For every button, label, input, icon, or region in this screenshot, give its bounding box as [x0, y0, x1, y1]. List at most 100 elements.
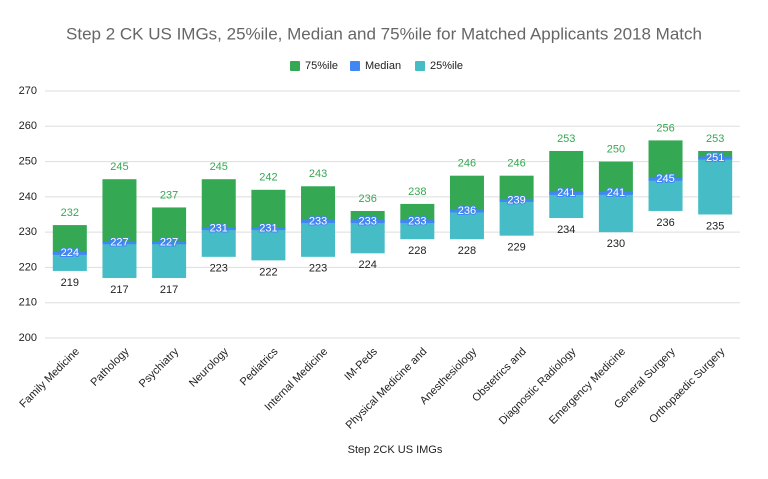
- legend-swatch: [415, 61, 425, 71]
- bar-25: [698, 158, 733, 215]
- value-label-75: 256: [656, 122, 674, 134]
- value-label-median: 241: [607, 187, 625, 199]
- bar-25: [400, 221, 435, 240]
- bar-25: [598, 193, 633, 233]
- bar-25: [350, 221, 385, 254]
- bar-75: [152, 207, 187, 243]
- value-label-25: 222: [259, 266, 277, 278]
- bar-median: [400, 220, 435, 224]
- x-tick-label: Pediatrics: [238, 345, 281, 388]
- x-axis-title: Step 2CK US IMGs: [348, 444, 443, 456]
- legend-label: Median: [365, 60, 401, 72]
- bar-75: [499, 175, 534, 201]
- bar-25: [52, 253, 87, 271]
- bar-25: [102, 242, 137, 279]
- value-label-25: 236: [656, 217, 674, 229]
- x-tick-label: Family Medicine: [17, 346, 82, 411]
- value-label-75: 245: [110, 161, 128, 173]
- value-label-25: 217: [160, 284, 178, 296]
- bar-75: [201, 179, 236, 229]
- y-tick-label: 250: [19, 155, 37, 167]
- value-label-25: 234: [557, 224, 575, 236]
- legend-label: 25%ile: [430, 60, 463, 72]
- legend-label: 75%ile: [305, 60, 338, 72]
- value-label-25: 230: [607, 238, 625, 250]
- value-label-25: 235: [706, 220, 724, 232]
- bar-75: [102, 179, 137, 243]
- y-tick-label: 200: [19, 332, 37, 344]
- value-label-25: 223: [210, 263, 228, 275]
- y-tick-label: 220: [19, 261, 37, 273]
- value-label-75: 238: [408, 186, 426, 198]
- bar-75: [301, 186, 336, 222]
- bar-median: [251, 227, 286, 231]
- bar-median: [201, 227, 236, 231]
- value-label-25: 228: [458, 245, 476, 257]
- bar-median: [449, 209, 484, 213]
- x-tick-label: Physical Medicine and: [344, 346, 430, 432]
- value-label-75: 245: [210, 161, 228, 173]
- bar-75: [648, 140, 683, 180]
- value-label-median: 251: [706, 152, 724, 164]
- bar-25: [301, 221, 336, 257]
- value-label-median: 236: [458, 205, 476, 217]
- value-label-median: 239: [507, 194, 525, 206]
- y-tick-label: 210: [19, 297, 37, 309]
- value-label-25: 229: [507, 242, 525, 254]
- value-label-median: 241: [557, 187, 575, 199]
- bar-75: [350, 210, 385, 222]
- value-label-median: 227: [160, 237, 178, 249]
- x-tick-label: Pathology: [89, 345, 132, 388]
- x-tick-label: IM-Peds: [342, 345, 380, 383]
- bar-median: [350, 220, 385, 224]
- bar-median: [152, 241, 187, 245]
- legend-swatch: [290, 61, 300, 71]
- legend-swatch: [350, 61, 360, 71]
- value-label-75: 232: [61, 207, 79, 219]
- value-label-75: 242: [259, 172, 277, 184]
- bar-median: [499, 198, 534, 202]
- bar-25: [449, 210, 484, 240]
- bar-75: [698, 150, 733, 159]
- bar-25: [251, 228, 286, 261]
- value-label-median: 233: [309, 215, 327, 227]
- value-label-median: 245: [656, 173, 674, 185]
- y-tick-label: 230: [19, 226, 37, 238]
- bar-25: [648, 179, 683, 211]
- value-label-median: 224: [61, 247, 79, 259]
- bar-25: [201, 228, 236, 257]
- bar-75: [449, 175, 484, 211]
- value-label-75: 250: [607, 143, 625, 155]
- bar-75: [52, 225, 87, 254]
- value-label-75: 246: [458, 158, 476, 170]
- bar-median: [52, 251, 87, 255]
- bar-median: [598, 191, 633, 195]
- bar-75: [400, 203, 435, 222]
- y-tick-label: 260: [19, 120, 37, 132]
- value-label-25: 224: [358, 259, 376, 271]
- value-label-25: 219: [61, 277, 79, 289]
- bar-75: [251, 189, 286, 229]
- value-label-75: 243: [309, 168, 327, 180]
- value-label-median: 231: [259, 223, 277, 235]
- bar-75: [549, 150, 584, 194]
- value-label-median: 231: [210, 223, 228, 235]
- value-label-25: 217: [110, 284, 128, 296]
- value-label-75: 237: [160, 189, 178, 201]
- bar-25: [499, 200, 534, 236]
- y-tick-label: 270: [19, 85, 37, 97]
- value-label-25: 223: [309, 263, 327, 275]
- bar-median: [698, 156, 733, 160]
- value-label-75: 253: [706, 133, 724, 145]
- bar-median: [102, 241, 137, 245]
- value-label-75: 253: [557, 133, 575, 145]
- bar-median: [648, 177, 683, 181]
- value-label-median: 227: [110, 237, 128, 249]
- bar-25: [152, 242, 187, 279]
- bar-25: [549, 193, 584, 219]
- bar-75: [598, 161, 633, 194]
- x-tick-label: Psychiatry: [137, 345, 182, 390]
- chart-title: Step 2 CK US IMGs, 25%ile, Median and 75…: [66, 24, 702, 43]
- value-label-median: 233: [358, 215, 376, 227]
